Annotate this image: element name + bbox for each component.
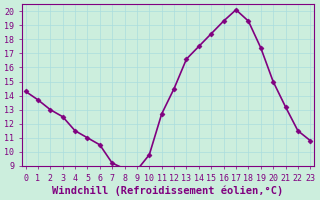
X-axis label: Windchill (Refroidissement éolien,°C): Windchill (Refroidissement éolien,°C) xyxy=(52,185,284,196)
